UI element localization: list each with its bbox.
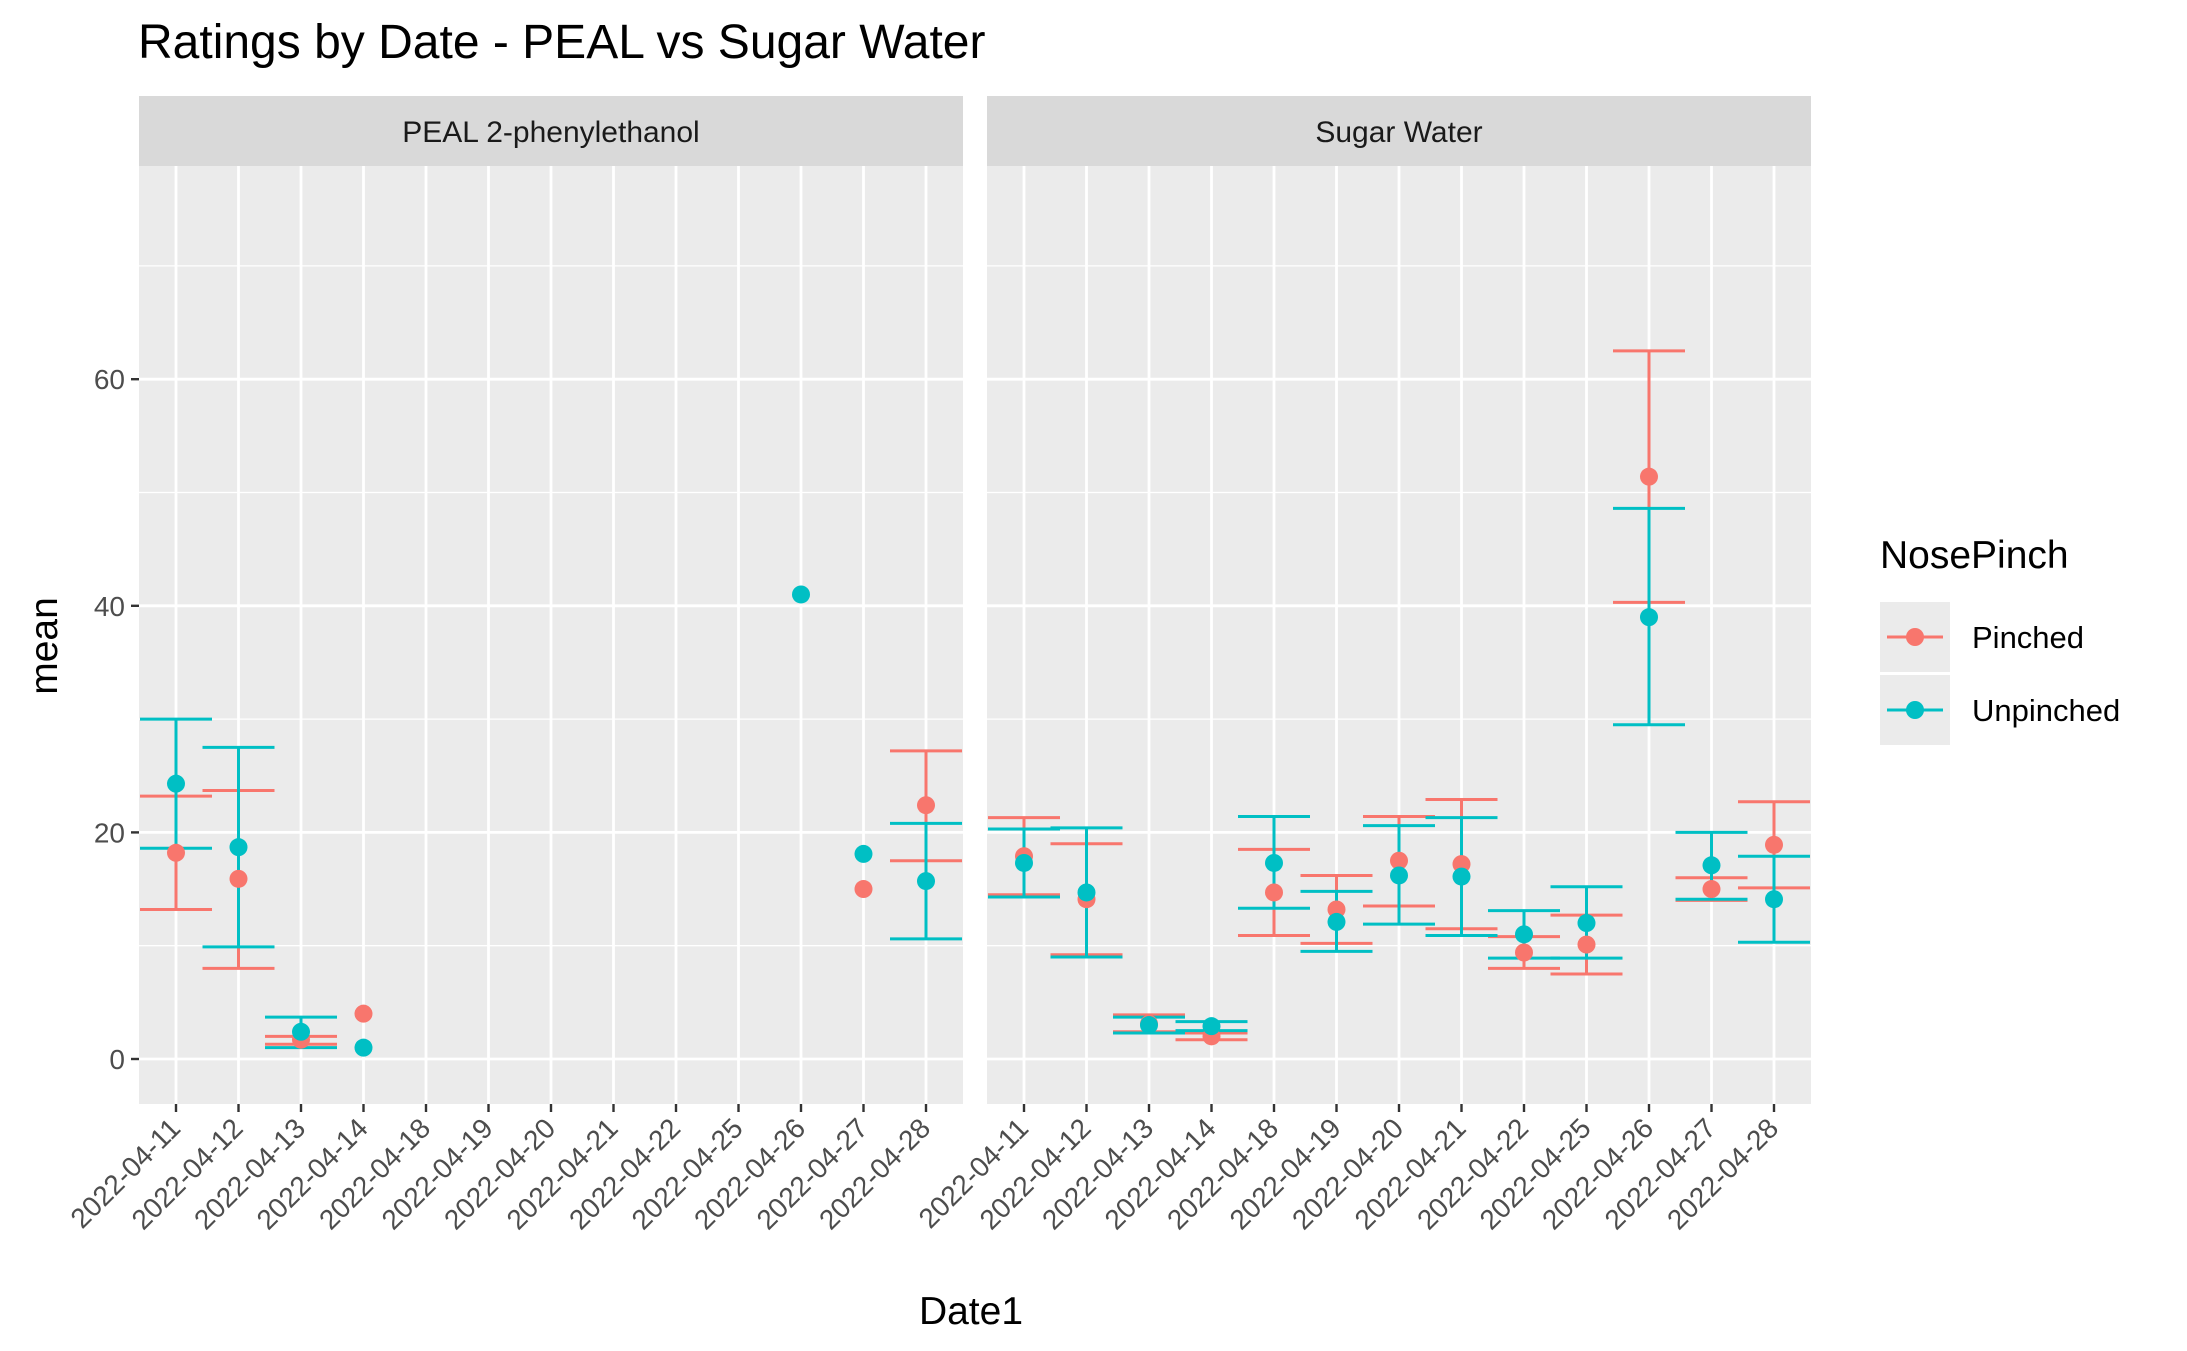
legend-key-point bbox=[1906, 701, 1924, 719]
x-axis-title: Date1 bbox=[919, 1290, 1023, 1333]
data-point bbox=[229, 869, 248, 888]
data-point bbox=[1390, 866, 1408, 885]
data-point bbox=[1077, 883, 1096, 902]
legend-title: NosePinch bbox=[1880, 534, 2069, 577]
data-point bbox=[1640, 608, 1658, 627]
facet-strip-label: Sugar Water bbox=[1315, 116, 1482, 149]
data-point bbox=[1515, 943, 1533, 962]
y-tick-label: 40 bbox=[94, 591, 125, 622]
data-point bbox=[854, 880, 873, 899]
legend: NosePinch Pinched Unpinched bbox=[1880, 534, 2120, 745]
data-point bbox=[1577, 935, 1596, 954]
y-tick-label: 60 bbox=[94, 364, 125, 395]
legend-item: Unpinched bbox=[1880, 675, 2120, 745]
legend-key-point bbox=[1906, 628, 1924, 646]
data-point bbox=[792, 585, 810, 604]
data-point bbox=[1577, 914, 1596, 933]
data-point bbox=[917, 796, 935, 815]
data-point bbox=[1265, 883, 1283, 902]
facet-strip-label: PEAL 2-phenylethanol bbox=[402, 116, 699, 149]
data-point bbox=[1515, 925, 1533, 944]
data-point bbox=[167, 843, 185, 862]
facet-strip bbox=[139, 96, 963, 166]
data-point bbox=[854, 844, 873, 863]
legend-label: Pinched bbox=[1972, 620, 2084, 655]
data-point bbox=[1327, 912, 1346, 931]
data-point bbox=[1140, 1016, 1158, 1035]
data-point bbox=[1640, 467, 1658, 486]
data-point bbox=[167, 774, 185, 793]
legend-item: Pinched bbox=[1880, 602, 2084, 672]
data-point bbox=[1702, 856, 1721, 875]
data-point bbox=[354, 1038, 373, 1057]
data-point bbox=[292, 1022, 310, 1041]
data-point bbox=[1202, 1017, 1221, 1036]
facet-strip bbox=[987, 96, 1811, 166]
data-point bbox=[1265, 853, 1283, 872]
y-tick-label: 0 bbox=[109, 1044, 125, 1075]
facet-panel: PEAL 2-phenylethanol2022-04-112022-04-12… bbox=[65, 96, 963, 1236]
data-point bbox=[1702, 880, 1721, 899]
data-point bbox=[1327, 900, 1346, 919]
data-point bbox=[1452, 867, 1471, 886]
chart-title: Ratings by Date - PEAL vs Sugar Water bbox=[138, 16, 985, 69]
facet-panels: PEAL 2-phenylethanol2022-04-112022-04-12… bbox=[65, 96, 1811, 1236]
y-axis-title: mean bbox=[23, 597, 66, 695]
data-point bbox=[354, 1004, 373, 1023]
data-point bbox=[1015, 853, 1033, 872]
facet-panel: Sugar Water2022-04-112022-04-122022-04-1… bbox=[913, 96, 1811, 1236]
data-point bbox=[1765, 835, 1783, 854]
legend-label: Unpinched bbox=[1972, 693, 2120, 728]
data-point bbox=[917, 872, 935, 891]
y-tick-label: 20 bbox=[94, 817, 125, 848]
data-point bbox=[1452, 855, 1471, 874]
data-point bbox=[1765, 890, 1783, 909]
data-point bbox=[229, 838, 248, 857]
data-point bbox=[1390, 851, 1408, 870]
